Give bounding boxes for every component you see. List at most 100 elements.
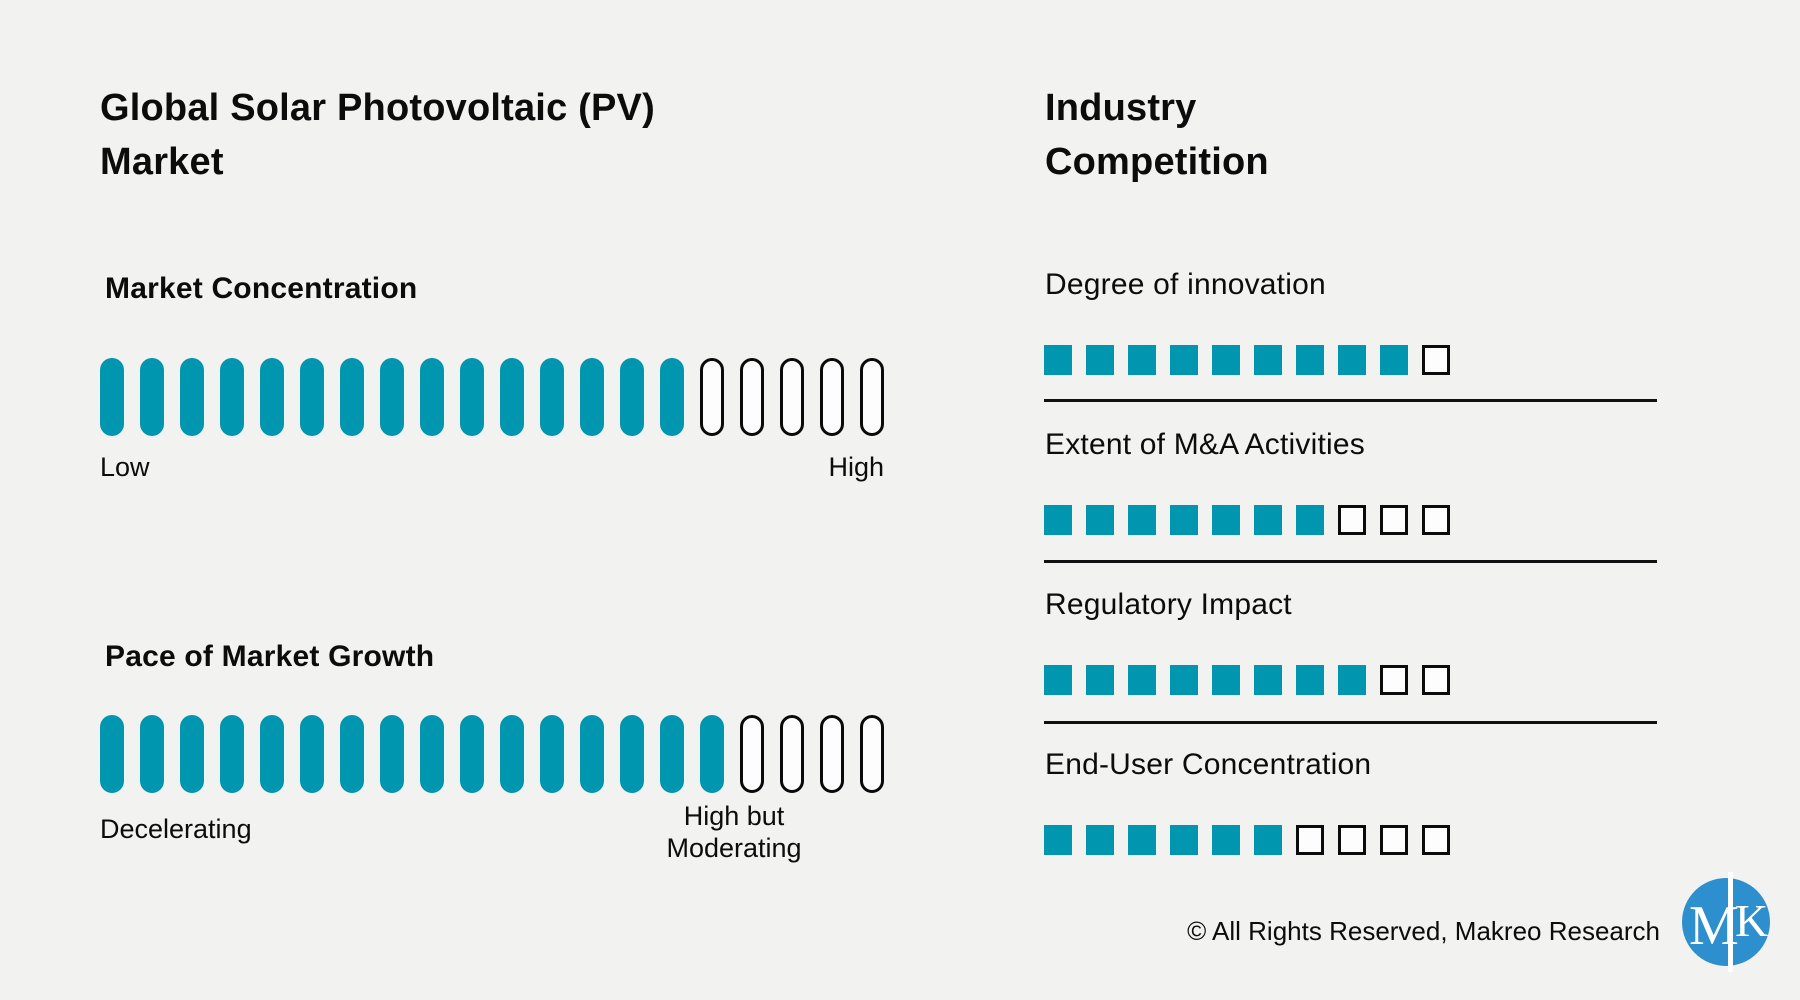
left-panel-title: Global Solar Photovoltaic (PV) Market — [100, 87, 655, 183]
scale-high-label: High — [828, 452, 884, 482]
divider-line — [1044, 560, 1657, 563]
rating-pill-filled — [260, 358, 284, 436]
degree-of-innovation-label: Degree of innovation — [1045, 268, 1326, 301]
rating-square-filled — [1086, 345, 1114, 375]
rating-square-filled — [1212, 505, 1240, 535]
rating-square-filled — [1086, 825, 1114, 855]
rating-square-empty — [1422, 505, 1450, 535]
market-concentration-meter — [100, 358, 884, 436]
logo-k-stem — [1728, 872, 1733, 972]
end-user-concentration-label: End-User Concentration — [1045, 748, 1372, 781]
rating-square-filled — [1044, 345, 1072, 375]
rating-pill-filled — [340, 358, 364, 436]
rating-pill-filled — [420, 358, 444, 436]
rating-pill-filled — [380, 715, 404, 793]
market-concentration-scale: Low High — [100, 452, 884, 483]
rating-pill-filled — [620, 358, 644, 436]
rating-square-filled — [1380, 345, 1408, 375]
rating-pill-filled — [180, 358, 204, 436]
copyright-text: © All Rights Reserved, Makreo Research — [1187, 916, 1660, 946]
rating-square-filled — [1338, 345, 1366, 375]
scale-decelerating-label: Decelerating — [100, 814, 252, 844]
rating-square-filled — [1170, 505, 1198, 535]
rating-pill-empty — [780, 358, 804, 436]
rating-pill-filled — [660, 715, 684, 793]
regulatory-impact-label: Regulatory Impact — [1045, 588, 1292, 621]
extent-of-ma-activities-label: Extent of M&A Activities — [1045, 428, 1365, 461]
rating-pill-filled — [220, 715, 244, 793]
rating-pill-filled — [580, 358, 604, 436]
right-panel-title: Industry Competition — [1045, 87, 1269, 183]
rating-pill-empty — [740, 715, 764, 793]
rating-square-empty — [1380, 825, 1408, 855]
rating-pill-filled — [380, 358, 404, 436]
rating-pill-filled — [540, 358, 564, 436]
rating-pill-filled — [300, 358, 324, 436]
rating-pill-filled — [180, 715, 204, 793]
rating-square-filled — [1212, 825, 1240, 855]
rating-pill-empty — [860, 358, 884, 436]
rating-pill-filled — [460, 715, 484, 793]
rating-square-empty — [1380, 665, 1408, 695]
rating-square-empty — [1380, 505, 1408, 535]
logo-letter-k: K — [1735, 895, 1768, 946]
rating-pill-filled — [300, 715, 324, 793]
rating-square-filled — [1044, 825, 1072, 855]
rating-square-filled — [1254, 505, 1282, 535]
rating-square-empty — [1422, 825, 1450, 855]
logo-circle — [1682, 878, 1770, 966]
rating-pill-empty — [700, 358, 724, 436]
rating-square-filled — [1296, 345, 1324, 375]
rating-square-filled — [1296, 505, 1324, 535]
rating-square-filled — [1086, 665, 1114, 695]
rating-pill-filled — [620, 715, 644, 793]
rating-pill-filled — [500, 715, 524, 793]
rating-square-filled — [1170, 345, 1198, 375]
rating-square-filled — [1170, 665, 1198, 695]
rating-square-filled — [1128, 825, 1156, 855]
rating-square-filled — [1044, 505, 1072, 535]
rating-pill-filled — [580, 715, 604, 793]
rating-square-filled — [1128, 345, 1156, 375]
rating-square-empty — [1422, 345, 1450, 375]
rating-pill-filled — [540, 715, 564, 793]
rating-pill-filled — [340, 715, 364, 793]
rating-square-filled — [1254, 345, 1282, 375]
regulatory-impact-meter — [1044, 665, 1450, 695]
divider-line — [1044, 399, 1657, 402]
rating-square-filled — [1296, 665, 1324, 695]
rating-pill-empty — [780, 715, 804, 793]
rating-pill-empty — [740, 358, 764, 436]
rating-square-filled — [1128, 665, 1156, 695]
rating-square-filled — [1044, 665, 1072, 695]
rating-pill-filled — [100, 358, 124, 436]
rating-pill-filled — [260, 715, 284, 793]
logo-letter-m: M — [1689, 895, 1739, 957]
scale-low-label: Low — [100, 452, 150, 482]
rating-square-filled — [1170, 825, 1198, 855]
market-concentration-label: Market Concentration — [105, 272, 418, 305]
rating-square-empty — [1296, 825, 1324, 855]
rating-square-filled — [1212, 665, 1240, 695]
rating-pill-filled — [460, 358, 484, 436]
rating-pill-filled — [100, 715, 124, 793]
rating-square-empty — [1422, 665, 1450, 695]
rating-pill-filled — [700, 715, 724, 793]
rating-square-filled — [1128, 505, 1156, 535]
rating-square-filled — [1254, 825, 1282, 855]
rating-square-empty — [1338, 505, 1366, 535]
divider-line — [1044, 721, 1657, 724]
rating-pill-filled — [660, 358, 684, 436]
extent-of-ma-activities-meter — [1044, 505, 1450, 535]
degree-of-innovation-meter — [1044, 345, 1450, 375]
pace-of-growth-label: Pace of Market Growth — [105, 640, 435, 673]
rating-square-filled — [1086, 505, 1114, 535]
rating-square-filled — [1254, 665, 1282, 695]
makreo-logo-icon: M K — [1682, 872, 1770, 972]
rating-square-filled — [1212, 345, 1240, 375]
rating-pill-filled — [420, 715, 444, 793]
rating-pill-filled — [140, 715, 164, 793]
rating-pill-filled — [140, 358, 164, 436]
rating-pill-empty — [820, 358, 844, 436]
rating-square-filled — [1338, 665, 1366, 695]
